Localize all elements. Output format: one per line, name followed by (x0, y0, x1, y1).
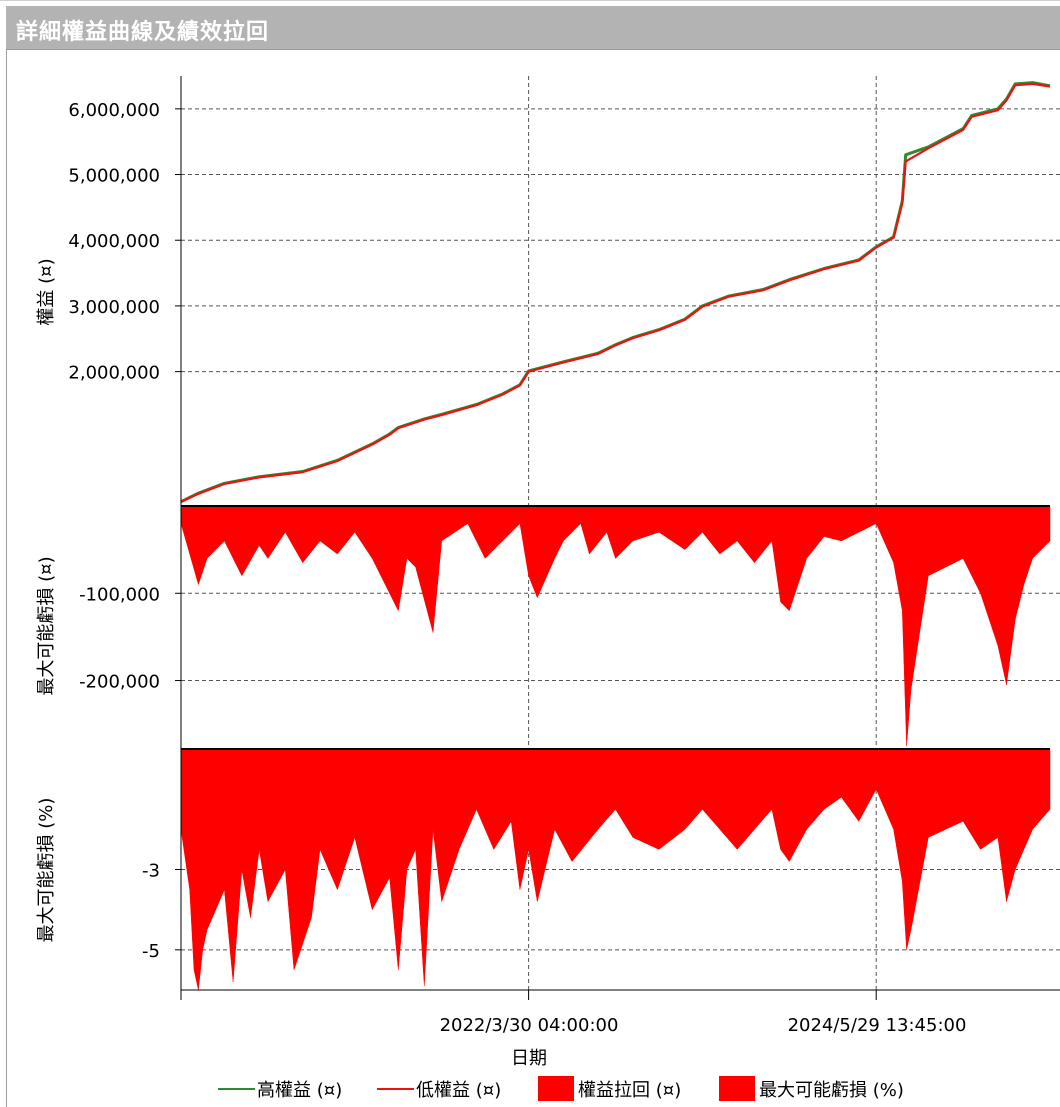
y-tick-label: 5,000,000 (68, 166, 160, 187)
x-axis-label: 日期 (511, 1048, 547, 1069)
legend-label: 高權益 (¤) (257, 1080, 342, 1101)
legend-item-max-drawdown-pct: 最大可能虧損 (%) (719, 1076, 904, 1101)
legend: 高權益 (¤) 低權益 (¤) 權益拉回 (¤) 最大可能虧損 (%) (218, 1076, 904, 1101)
low-equity-line (180, 82, 1051, 503)
title-bar: 詳細權益曲線及績效拉回 (6, 6, 1060, 50)
y-tick-label: -200,000 (79, 672, 160, 693)
legend-item-high-equity: 高權益 (¤) (218, 1080, 342, 1101)
high-equity-line (180, 81, 1051, 504)
drawdown-pct-y-label: 最大可能虧損 (%) (36, 798, 57, 943)
legend-item-equity-drawdown: 權益拉回 (¤) (538, 1076, 681, 1101)
equity-y-label: 權益 (¤) (36, 258, 57, 325)
legend-item-low-equity: 低權益 (¤) (377, 1080, 501, 1101)
legend-box-marker (538, 1076, 574, 1101)
legend-label: 低權益 (¤) (416, 1080, 501, 1101)
chart-frame (6, 50, 1060, 1107)
legend-label: 權益拉回 (¤) (578, 1080, 681, 1101)
axes-layer: 2,000,000 3,000,000 4,000,000 5,000,000 6,00… (68, 76, 1060, 1000)
drawdown-pct-area (180, 748, 1051, 991)
drawdown-pct-series (180, 748, 1051, 991)
x-tick-label: 2024/5/29 13:45:00 (788, 1015, 967, 1036)
legend-label: 最大可能虧損 (%) (759, 1080, 904, 1101)
y-tick-label: 3,000,000 (68, 297, 160, 318)
drawdown-abs-y-label: 最大可能虧損 (¤) (36, 556, 57, 695)
drawdown-abs-area (180, 505, 1051, 747)
y-tick-label: 6,000,000 (68, 100, 160, 121)
y-tick-label: -5 (142, 941, 160, 962)
x-tick-label: 2022/3/30 04:00:00 (440, 1015, 619, 1036)
legend-box-marker (719, 1076, 755, 1101)
window-top-edge (0, 0, 1060, 7)
y-tick-label: -3 (142, 861, 160, 882)
equity-lines (180, 81, 1051, 504)
drawdown-abs-series (180, 505, 1051, 747)
y-tick-label: -100,000 (79, 584, 160, 605)
y-tick-label: 4,000,000 (68, 231, 160, 252)
y-tick-label: 2,000,000 (68, 363, 160, 384)
window-title: 詳細權益曲線及績效拉回 (16, 20, 270, 45)
